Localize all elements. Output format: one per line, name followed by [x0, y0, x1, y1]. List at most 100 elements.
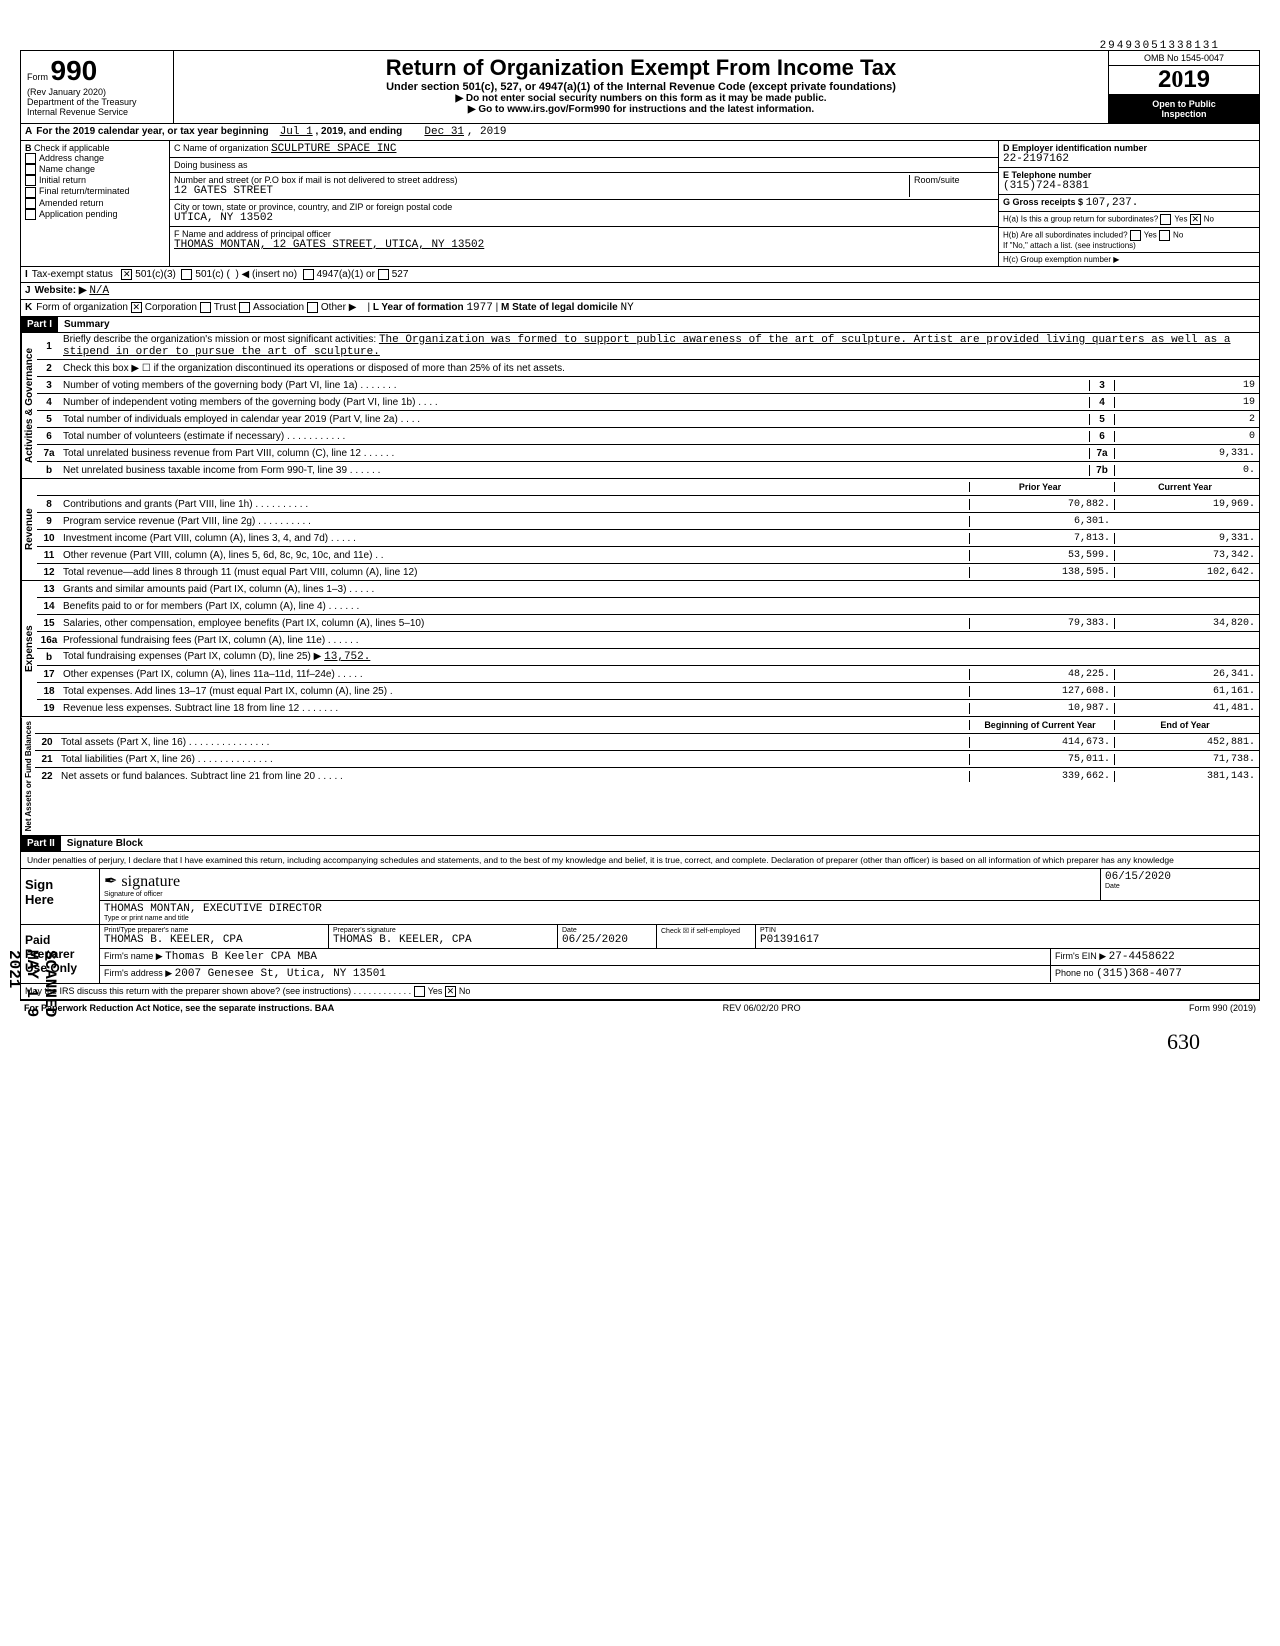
part2-title: Signature Block	[61, 836, 149, 851]
room-suite: Room/suite	[909, 175, 994, 197]
city-label: City or town, state or province, country…	[174, 202, 994, 212]
chk-initial: Initial return	[25, 175, 165, 186]
governance-section: Activities & Governance 1 Briefly descri…	[20, 333, 1260, 479]
line-17: 17Other expenses (Part IX, column (A), l…	[37, 666, 1259, 683]
line-22: 22Net assets or fund balances. Subtract …	[35, 768, 1259, 784]
document-id: 29493051338131	[1100, 40, 1220, 52]
footer: For Paperwork Reduction Act Notice, see …	[20, 1000, 1260, 1015]
rev-label: Revenue	[21, 479, 37, 580]
hc-line: H(c) Group exemption number ▶	[999, 253, 1259, 266]
line-8: 8Contributions and grants (Part VIII, li…	[37, 496, 1259, 513]
gross: 107,237.	[1086, 197, 1139, 209]
part1-label: Part I	[21, 317, 58, 332]
open2: Inspection	[1111, 109, 1257, 119]
org-name-line: C Name of organization SCULPTURE SPACE I…	[170, 141, 998, 158]
line-18: 18Total expenses. Add lines 13–17 (must …	[37, 683, 1259, 700]
hb-line: H(b) Are all subordinates included? Yes …	[999, 228, 1259, 253]
phone-label: E Telephone number	[1003, 170, 1091, 180]
officer-label: F Name and address of principal officer	[174, 229, 331, 239]
line-16a: 16aProfessional fundraising fees (Part I…	[37, 632, 1259, 649]
revenue-section: Revenue Prior Year Current Year 8Contrib…	[20, 479, 1260, 581]
discuss-row: May the IRS discuss this return with the…	[21, 983, 1259, 999]
rev-head: Prior Year Current Year	[37, 479, 1259, 496]
city-line: City or town, state or province, country…	[170, 200, 998, 227]
line-11: 11Other revenue (Part VIII, column (A), …	[37, 547, 1259, 564]
gov-label: Activities & Governance	[21, 333, 37, 478]
form-left-box: Form 990 (Rev January 2020) Department o…	[21, 51, 174, 123]
officer-line: F Name and address of principal officer …	[170, 227, 998, 253]
chk-name: Name change	[25, 164, 165, 175]
expenses-section: Expenses 13Grants and similar amounts pa…	[20, 581, 1260, 717]
form-center: Return of Organization Exempt From Incom…	[174, 51, 1108, 123]
rev-body: Prior Year Current Year 8Contributions a…	[37, 479, 1259, 580]
line-a-text: For the 2019 calendar year, or tax year …	[36, 126, 268, 138]
org-name: SCULPTURE SPACE INC	[271, 143, 396, 155]
chk-final: Final return/terminated	[25, 186, 165, 197]
col-b: B Check if applicable Address change Nam…	[21, 141, 170, 266]
exp-body: 13Grants and similar amounts paid (Part …	[37, 581, 1259, 716]
c-name-label: C Name of organization	[174, 143, 269, 153]
part1-header: Part I Summary	[20, 317, 1260, 333]
line-4: 4Number of independent voting members of…	[37, 394, 1259, 411]
line-21: 21Total liabilities (Part X, line 26) . …	[35, 751, 1259, 768]
line-13: 13Grants and similar amounts paid (Part …	[37, 581, 1259, 598]
col-c: C Name of organization SCULPTURE SPACE I…	[170, 141, 999, 266]
line-1: 1 Briefly describe the organization's mi…	[37, 333, 1259, 360]
gross-line: G Gross receipts $ 107,237.	[999, 195, 1259, 212]
ein: 22-2197162	[1003, 153, 1069, 165]
form-990-page: 29493051338131 SCANNED MAY 1 9 2021 Form…	[20, 50, 1260, 1015]
penalty-text: Under penalties of perjury, I declare th…	[21, 852, 1259, 868]
note2: ▶ Go to www.irs.gov/Form990 for instruct…	[178, 104, 1104, 115]
line-j: J Website: ▶ N/A	[20, 283, 1260, 300]
ein-line: D Employer identification number 22-2197…	[999, 141, 1259, 168]
footer-mid: REV 06/02/20 PRO	[723, 1003, 801, 1013]
line-6: 6Total number of volunteers (estimate if…	[37, 428, 1259, 445]
line-a: A For the 2019 calendar year, or tax yea…	[20, 124, 1260, 141]
officer: THOMAS MONTAN, 12 GATES STREET, UTICA, N…	[174, 239, 484, 251]
end-year: , 2019	[467, 126, 507, 138]
label-a: A	[25, 126, 32, 138]
form-rev: (Rev January 2020)	[27, 87, 167, 97]
note1: ▶ Do not enter social security numbers o…	[178, 93, 1104, 104]
line-9: 9Program service revenue (Part VIII, lin…	[37, 513, 1259, 530]
end-date: Dec 31	[424, 126, 464, 138]
line-20: 20Total assets (Part X, line 16) . . . .…	[35, 734, 1259, 751]
street-label: Number and street (or P.O box if mail is…	[174, 175, 909, 185]
line-2: 2 Check this box ▶ ☐ if the organization…	[37, 360, 1259, 377]
form-label: Form 990	[27, 55, 167, 87]
net-label: Net Assets or Fund Balances	[21, 717, 35, 835]
sign-here-label: SignHere	[21, 869, 100, 924]
open-public: Open to Public Inspection	[1109, 95, 1259, 123]
line-12: 12Total revenue—add lines 8 through 11 (…	[37, 564, 1259, 580]
dept: Department of the Treasury	[27, 97, 167, 107]
net-assets-section: Net Assets or Fund Balances Beginning of…	[20, 717, 1260, 836]
chk-amended: Amended return	[25, 198, 165, 209]
year: 20201919	[1109, 66, 1259, 95]
ein-label: D Employer identification number	[1003, 143, 1147, 153]
omb: OMB No 1545-0047	[1109, 51, 1259, 66]
open1: Open to Public	[1111, 99, 1257, 109]
handwritten-note: 630	[1167, 1029, 1200, 1055]
line-5: 5Total number of individuals employed in…	[37, 411, 1259, 428]
city: UTICA, NY 13502	[174, 212, 994, 224]
exp-label: Expenses	[21, 581, 37, 716]
form-header: Form 990 (Rev January 2020) Department o…	[20, 50, 1260, 124]
phone: (315)724-8381	[1003, 180, 1089, 192]
line-i: I Tax-exempt status ✕501(c)(3) 501(c) ( …	[20, 267, 1260, 283]
sign-here-row: SignHere ✒ signature Signature of office…	[21, 868, 1259, 924]
part2-header: Part II Signature Block	[20, 836, 1260, 852]
street: 12 GATES STREET	[174, 185, 909, 197]
net-body: Beginning of Current Year End of Year 20…	[35, 717, 1259, 835]
footer-left: For Paperwork Reduction Act Notice, see …	[24, 1003, 334, 1013]
line-7b: bNet unrelated business taxable income f…	[37, 462, 1259, 478]
line-k: K Form of organization ✕Corporation Trus…	[20, 300, 1260, 317]
gov-body: 1 Briefly describe the organization's mi…	[37, 333, 1259, 478]
line-16b: bTotal fundraising expenses (Part IX, co…	[37, 649, 1259, 666]
b-head: Check if applicable	[34, 143, 110, 153]
line-7a: 7aTotal unrelated business revenue from …	[37, 445, 1259, 462]
net-head: Beginning of Current Year End of Year	[35, 717, 1259, 734]
chk-address: Address change	[25, 153, 165, 164]
line-10: 10Investment income (Part VIII, column (…	[37, 530, 1259, 547]
header-block: B Check if applicable Address change Nam…	[20, 141, 1260, 267]
line-14: 14Benefits paid to or for members (Part …	[37, 598, 1259, 615]
